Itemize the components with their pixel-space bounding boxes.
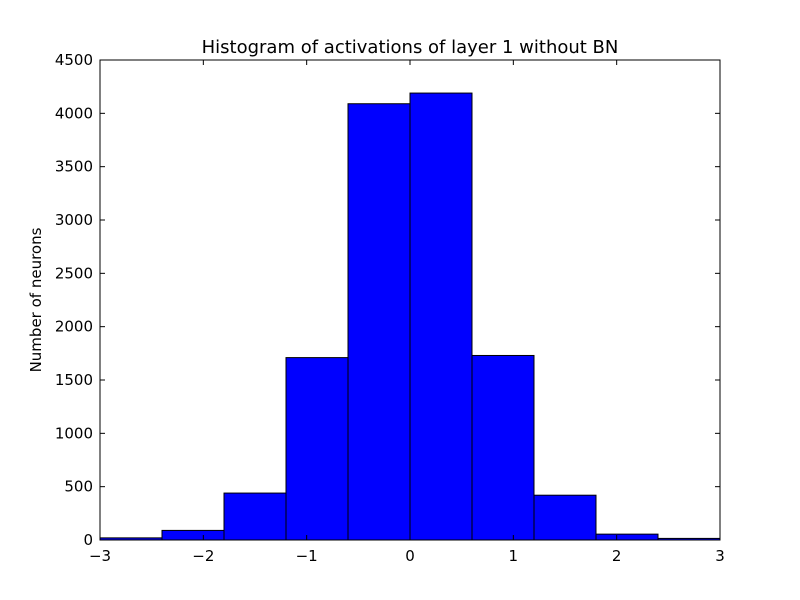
y-tick-label: 3500 (55, 158, 93, 176)
histogram-bar (533, 494, 597, 541)
y-tick-label: 1000 (55, 424, 93, 442)
histogram-bar (347, 103, 411, 541)
y-tick-label: 2000 (55, 318, 93, 336)
x-tick-label: −3 (89, 547, 111, 565)
histogram-bar (409, 92, 473, 541)
histogram-bar (161, 529, 225, 541)
histogram-bar (471, 354, 535, 541)
y-tick-label: 1500 (55, 371, 93, 389)
x-tick-label: 3 (715, 547, 725, 565)
histogram-bar (285, 357, 349, 541)
y-tick-label: 3000 (55, 211, 93, 229)
x-tick-label: −1 (296, 547, 318, 565)
bars-group (99, 92, 721, 541)
histogram-bar (223, 492, 287, 541)
y-tick-label: 0 (83, 531, 93, 549)
y-tick-label: 4000 (55, 104, 93, 122)
x-tick-label: 1 (509, 547, 519, 565)
chart-title: Histogram of activations of layer 1 with… (202, 37, 619, 58)
y-tick-label: 500 (64, 478, 93, 496)
x-tick-label: −2 (192, 547, 214, 565)
x-tick-label: 2 (612, 547, 622, 565)
histogram-bar (595, 533, 659, 541)
plot-frame (99, 59, 721, 541)
y-tick-label: 2500 (55, 264, 93, 282)
y-tick-label: 4500 (55, 51, 93, 69)
y-axis-label: Number of neurons (27, 227, 45, 372)
x-tick-label: 0 (405, 547, 415, 565)
